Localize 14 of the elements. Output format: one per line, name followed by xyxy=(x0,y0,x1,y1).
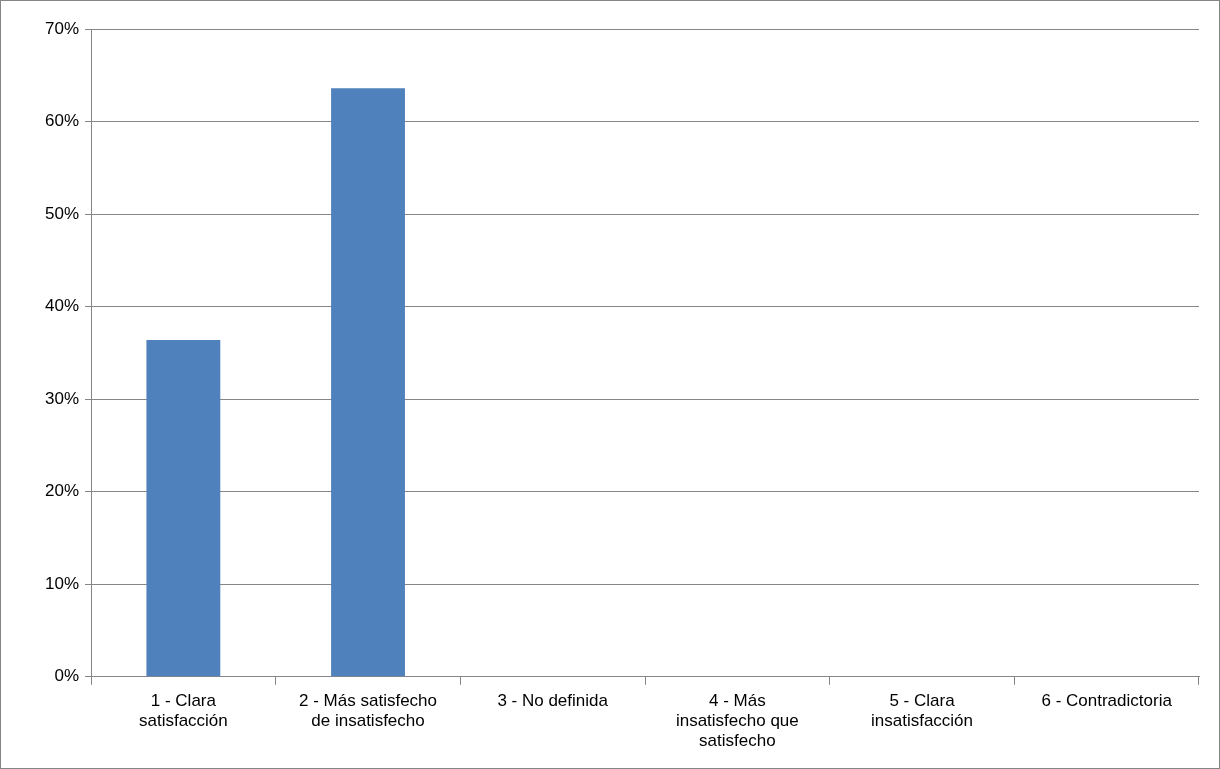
y-tick-label: 60% xyxy=(44,111,80,131)
x-tick-label: 4 - Más insatisfecho que satisfecho xyxy=(675,690,799,751)
y-tick-label: 0% xyxy=(54,666,80,686)
y-tick-label: 10% xyxy=(44,573,80,593)
y-tick-label: 50% xyxy=(44,203,80,223)
y-tick-label: 40% xyxy=(44,296,80,316)
x-tick-label: 2 - Más satisfecho de insatisfecho xyxy=(299,690,437,731)
y-tick-label: 70% xyxy=(44,18,80,38)
x-tick-label: 6 - Contradictoria xyxy=(1041,690,1173,710)
x-tick-label: 5 - Clara insatisfacción xyxy=(870,690,974,731)
x-tick-label: 3 - No definida xyxy=(497,690,609,710)
y-tick-label: 20% xyxy=(44,481,80,501)
x-tick-label: 1 - Clara satisfacción xyxy=(138,690,228,731)
y-tick-label: 30% xyxy=(44,388,80,408)
